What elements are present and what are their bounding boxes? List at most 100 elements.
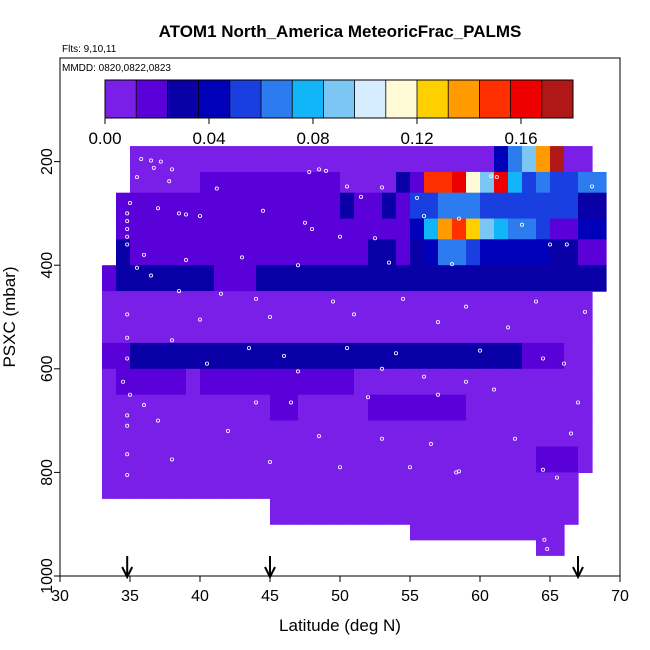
heatmap-cell — [298, 192, 313, 220]
heatmap-cell — [130, 472, 145, 499]
heatmap-cell — [438, 171, 453, 194]
heatmap-cell — [298, 368, 313, 396]
heatmap-cell — [592, 192, 607, 220]
heatmap-cell — [396, 342, 411, 370]
heatmap-cell — [242, 394, 257, 422]
colorbar-swatch — [385, 80, 418, 118]
sample-point — [463, 379, 468, 384]
heatmap-cell — [298, 394, 313, 422]
heatmap-cell — [284, 291, 299, 318]
sample-point — [316, 167, 321, 172]
heatmap-cell — [396, 192, 411, 220]
heatmap-cell — [172, 342, 187, 370]
sample-point — [428, 441, 433, 446]
heatmap-cell — [158, 171, 173, 194]
heatmap-cell — [158, 265, 173, 292]
heatmap-cell — [242, 192, 257, 220]
heatmap-cell — [270, 317, 285, 344]
heatmap-cell — [396, 394, 411, 422]
sample-point — [541, 356, 546, 361]
heatmap-cell — [368, 472, 383, 499]
heatmap-cell — [410, 420, 425, 448]
heatmap-cell — [158, 446, 173, 473]
heatmap-cell — [382, 342, 397, 370]
heatmap-cell — [228, 171, 243, 194]
sample-point — [151, 165, 156, 170]
colorbar-swatch — [105, 80, 137, 118]
sample-point — [456, 216, 461, 221]
heatmap-cell — [494, 239, 509, 266]
sample-point — [183, 212, 188, 217]
heatmap-cell — [438, 218, 453, 240]
heatmap-cell — [312, 472, 327, 499]
heatmap-cell — [284, 146, 299, 173]
heatmap-cell — [354, 472, 369, 499]
heatmap-cell — [186, 192, 201, 220]
heatmap-cell — [214, 218, 229, 240]
heatmap-cell — [172, 472, 187, 499]
heatmap-cell — [550, 265, 565, 292]
colorbar-tick-label: 0.12 — [400, 129, 433, 148]
y-tick-label: 1000 — [39, 558, 56, 594]
heatmap-cell — [354, 342, 369, 370]
heatmap-cell — [214, 171, 229, 194]
sample-point — [218, 291, 223, 296]
heatmap-cell — [466, 368, 481, 396]
heatmap-cell — [536, 218, 551, 240]
colorbar — [104, 79, 574, 124]
heatmap-cell — [410, 498, 425, 525]
sample-point — [139, 157, 144, 162]
heatmap-cell — [424, 218, 439, 240]
heatmap-cell — [354, 420, 369, 448]
heatmap-cell — [144, 420, 159, 448]
heatmap-cell — [508, 265, 523, 292]
heatmap-cell — [158, 192, 173, 220]
heatmap-cell — [228, 394, 243, 422]
heatmap-cell — [410, 146, 425, 173]
heatmap-cell — [228, 265, 243, 292]
heatmap-cell — [144, 472, 159, 499]
heatmap-cell — [144, 291, 159, 318]
heatmap-cell — [438, 472, 453, 499]
heatmap-cell — [102, 420, 117, 448]
heatmap-cell — [256, 291, 271, 318]
heatmap-cell — [578, 446, 593, 473]
heatmap-cell — [130, 239, 145, 266]
heatmap-cell — [284, 446, 299, 473]
heatmap-cell — [410, 446, 425, 473]
sample-point — [393, 351, 398, 356]
heatmap-cell — [396, 446, 411, 473]
heatmap-cell — [522, 342, 537, 370]
heatmap-cell — [298, 218, 313, 240]
x-tick-label: 65 — [541, 588, 559, 605]
heatmap-cell — [284, 265, 299, 292]
colorbar-swatch — [292, 80, 324, 118]
heatmap-cell — [270, 420, 285, 448]
heatmap-cell — [158, 394, 173, 422]
heatmap-cell — [200, 239, 215, 266]
heatmap-cell — [480, 524, 495, 541]
heatmap-cell — [508, 218, 523, 240]
heatmap-cell — [424, 317, 439, 344]
heatmap-cell — [284, 317, 299, 344]
heatmap-cell — [564, 368, 579, 396]
sample-point — [125, 452, 130, 457]
heatmap-cell — [466, 446, 481, 473]
heatmap-cell — [452, 472, 467, 499]
heatmap-cell — [312, 265, 327, 292]
heatmap-cell — [158, 342, 173, 370]
heatmap-cell — [144, 446, 159, 473]
heatmap-cell — [326, 265, 341, 292]
heatmap-cell — [158, 368, 173, 396]
heatmap-cell — [130, 446, 145, 473]
sample-point — [239, 255, 244, 260]
x-tick-label: 30 — [51, 588, 69, 605]
heatmap-cell — [312, 192, 327, 220]
heatmap-cell — [508, 291, 523, 318]
heatmap-cell — [410, 239, 425, 266]
sample-point — [477, 348, 482, 353]
heatmap-cell — [256, 394, 271, 422]
sample-point — [155, 418, 160, 423]
heatmap-cell — [550, 192, 565, 220]
heatmap-cell — [508, 420, 523, 448]
